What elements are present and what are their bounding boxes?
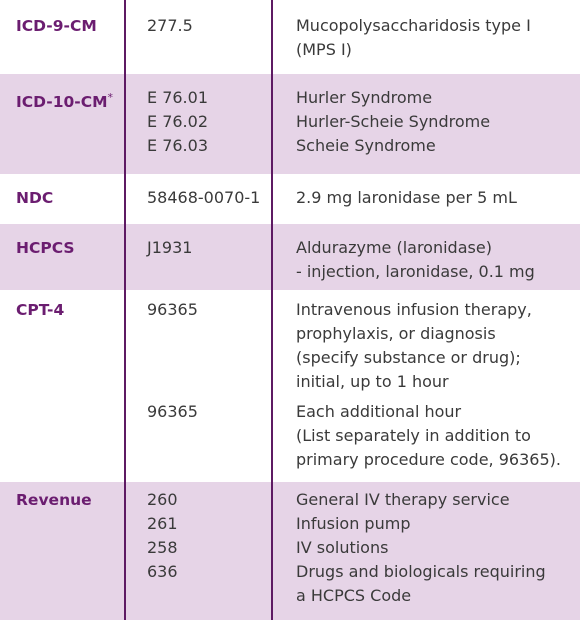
row-code: NDC [0, 186, 125, 224]
description-line: 2.9 mg laronidase per 5 mL [296, 188, 517, 207]
entry: 261 Infusion pump [125, 512, 580, 536]
table-row: ICD-10-CM* E 76.01 Hurler Syndrome E 76.02 H… [0, 74, 580, 174]
entry-description: Scheie Syndrome [272, 134, 580, 158]
row-code: HCPCS [0, 236, 125, 290]
entry: E 76.03 Scheie Syndrome [125, 134, 580, 158]
table-row: ICD-9-CM 277.5 Mucopolysaccharidosis type … [0, 0, 580, 74]
description-line: Drugs and biologicals requiring [296, 562, 546, 581]
description-line: initial, up to 1 hour [296, 372, 449, 391]
entry-code: E 76.02 [147, 112, 208, 131]
column-divider [271, 0, 273, 620]
column-divider [124, 0, 126, 620]
code-label: HCPCS [16, 239, 75, 257]
table-row: HCPCS J1931 Aldurazyme (laronidase) - injec… [0, 224, 580, 290]
code-label: CPT-4 [16, 301, 65, 319]
entry-description: Mucopolysaccharidosis type I (MPS I) [272, 14, 580, 62]
entry-description: 2.9 mg laronidase per 5 mL [272, 186, 580, 210]
row-code: CPT-4 [0, 298, 125, 482]
description-line: IV solutions [296, 538, 389, 557]
entries: E 76.01 Hurler Syndrome E 76.02 Hurler-Sche… [125, 86, 580, 174]
entry: 96365 Each additional hour (List separatel… [125, 400, 580, 472]
entry-description: Drugs and biologicals requiring a HCPCS C… [272, 560, 580, 608]
entry-code: 260 [147, 490, 178, 509]
entry-code: E 76.01 [147, 88, 208, 107]
code-label: ICD-10-CM [16, 93, 108, 112]
description-line: - injection, laronidase, 0.1 mg [296, 262, 535, 281]
entry-code: 277.5 [147, 16, 193, 35]
entry: J1931 Aldurazyme (laronidase) - injection,… [125, 236, 580, 284]
entry: 58468-0070-1 2.9 mg laronidase per 5 mL [125, 186, 580, 210]
entry-description: Aldurazyme (laronidase) - injection, laro… [272, 236, 580, 284]
entry-description: Each additional hour (List separately in … [272, 400, 580, 472]
entry-description: Infusion pump [272, 512, 580, 536]
row-code: ICD-9-CM [0, 14, 125, 74]
entry-code: 636 [147, 562, 178, 581]
description-line: (MPS I) [296, 40, 352, 59]
entry-description: General IV therapy service [272, 488, 580, 512]
entry: 277.5 Mucopolysaccharidosis type I (MPS I) [125, 14, 580, 62]
row-code: Revenue [0, 488, 125, 620]
table-row: CPT-4 96365 Intravenous infusion therapy, p… [0, 290, 580, 482]
code-note: * [107, 91, 114, 104]
entries: 260 General IV therapy service 261 Infusion… [125, 488, 580, 620]
entry: 260 General IV therapy service [125, 488, 580, 512]
entries: J1931 Aldurazyme (laronidase) - injection,… [125, 236, 580, 290]
entry-code: J1931 [147, 238, 193, 257]
entry-code: 96365 [147, 300, 198, 319]
description-line: Each additional hour [296, 402, 462, 421]
description-line: Aldurazyme (laronidase) [296, 238, 492, 257]
description-line: Intravenous infusion therapy, [296, 300, 532, 319]
entry-code: E 76.03 [147, 136, 208, 155]
entry-code: 258 [147, 538, 178, 557]
description-line: (specify substance or drug); [296, 348, 521, 367]
entry-description: Intravenous infusion therapy, prophylaxis… [272, 298, 580, 394]
entries: 96365 Intravenous infusion therapy, prophy… [125, 298, 580, 482]
entry: E 76.02 Hurler-Scheie Syndrome [125, 110, 580, 134]
description-line: Mucopolysaccharidosis type I [296, 16, 531, 35]
entry-code: 96365 [147, 402, 198, 421]
entry: 96365 Intravenous infusion therapy, prophy… [125, 298, 580, 394]
entry-code: 261 [147, 514, 178, 533]
description-line: prophylaxis, or diagnosis [296, 324, 496, 343]
description-line: Hurler-Scheie Syndrome [296, 112, 491, 131]
code-label: NDC [16, 189, 54, 207]
description-line: Hurler Syndrome [296, 88, 433, 107]
row-code: ICD-10-CM* [0, 86, 125, 174]
code-label: ICD-9-CM [16, 17, 97, 35]
entry: 258 IV solutions [125, 536, 580, 560]
description-line: General IV therapy service [296, 490, 510, 509]
entry-description: Hurler Syndrome [272, 86, 580, 110]
entry: E 76.01 Hurler Syndrome [125, 86, 580, 110]
table-row: Revenue 260 General IV therapy service 261 I… [0, 482, 580, 620]
code-label: Revenue [16, 491, 92, 509]
entry-description: Hurler-Scheie Syndrome [272, 110, 580, 134]
description-line: Scheie Syndrome [296, 136, 436, 155]
entry-code: 58468-0070-1 [147, 188, 261, 207]
entries: 58468-0070-1 2.9 mg laronidase per 5 mL [125, 186, 580, 224]
entries: 277.5 Mucopolysaccharidosis type I (MPS I) [125, 14, 580, 74]
description-line: (List separately in addition to [296, 426, 531, 445]
description-line: a HCPCS Code [296, 586, 412, 605]
description-line: primary procedure code, 96365). [296, 450, 561, 469]
entry: 636 Drugs and biologicals requiring a HCPC… [125, 560, 580, 608]
entry-description: IV solutions [272, 536, 580, 560]
description-line: Infusion pump [296, 514, 411, 533]
table-row: NDC 58468-0070-1 2.9 mg laronidase per 5 m… [0, 174, 580, 224]
